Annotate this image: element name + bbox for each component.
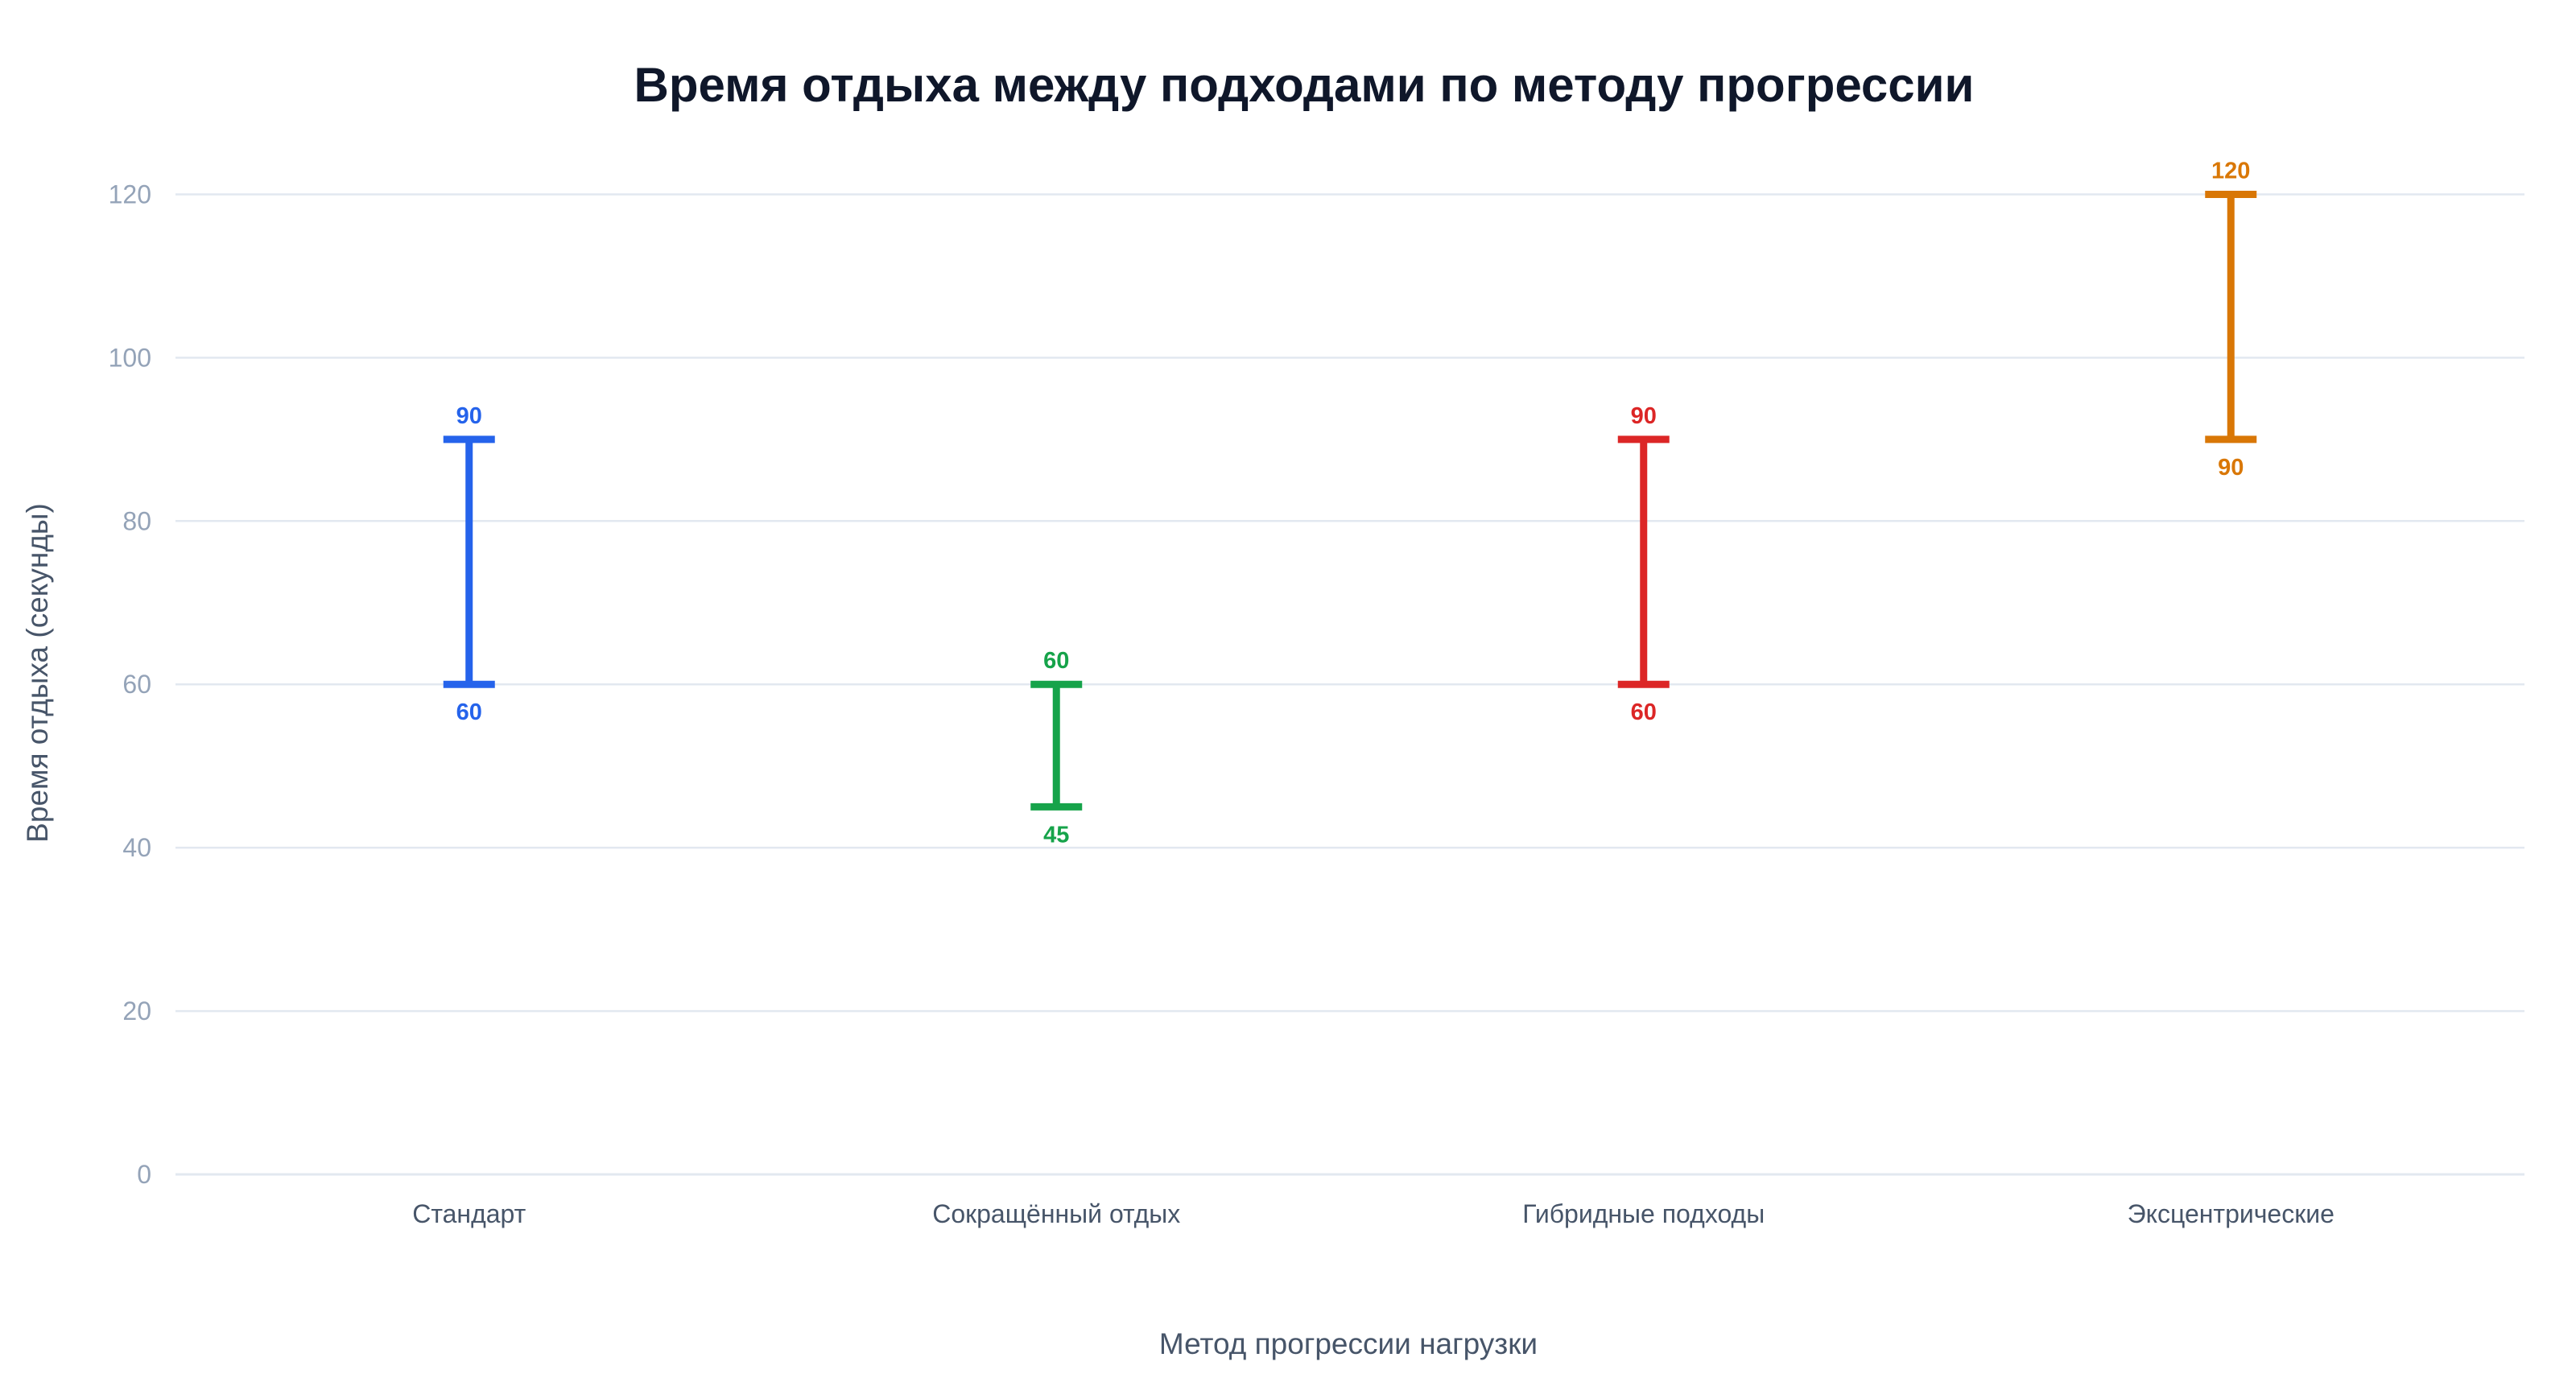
range-mark: 90 60 <box>443 403 495 725</box>
range-mark: 90 60 <box>1617 403 1670 725</box>
data-label-max: 90 <box>456 403 482 429</box>
y-axis-title: Время отдыха (секунды) <box>21 503 54 843</box>
y-axis-ticks: 0 20 40 60 80 100 120 <box>109 179 151 1189</box>
grid <box>175 193 2524 1176</box>
x-axis-title: Метод прогрессии нагрузки <box>1159 1327 1538 1360</box>
data-label-min: 60 <box>456 699 482 725</box>
chart-title: Время отдыха между подходами по методу п… <box>634 58 1975 112</box>
data-label-max: 90 <box>1631 403 1657 429</box>
y-tick-label: 40 <box>122 833 151 862</box>
data-label-min: 45 <box>1043 822 1069 848</box>
x-tick-label: Гибридные подходы <box>1522 1199 1765 1228</box>
x-tick-label: Стандарт <box>412 1199 526 1228</box>
data-label-max: 120 <box>2211 158 2250 184</box>
range-marks: 90 60 60 45 90 60 120 90 <box>443 158 2257 848</box>
range-mark: 120 90 <box>2205 158 2257 481</box>
data-label-max: 60 <box>1043 648 1069 674</box>
x-axis-ticks: Стандарт Сокращённый отдых Гибридные подхо… <box>412 1199 2334 1228</box>
y-tick-label: 0 <box>137 1160 151 1189</box>
y-tick-label: 100 <box>109 343 151 372</box>
data-label-min: 90 <box>2218 455 2244 481</box>
y-tick-label: 20 <box>122 996 151 1025</box>
x-tick-label: Эксцентрические <box>2128 1199 2334 1228</box>
data-label-min: 60 <box>1631 699 1657 725</box>
y-tick-label: 60 <box>122 670 151 699</box>
y-tick-label: 120 <box>109 179 151 208</box>
y-tick-label: 80 <box>122 506 151 535</box>
range-mark: 60 45 <box>1030 648 1083 848</box>
x-tick-label: Сокращённый отдых <box>932 1199 1180 1228</box>
